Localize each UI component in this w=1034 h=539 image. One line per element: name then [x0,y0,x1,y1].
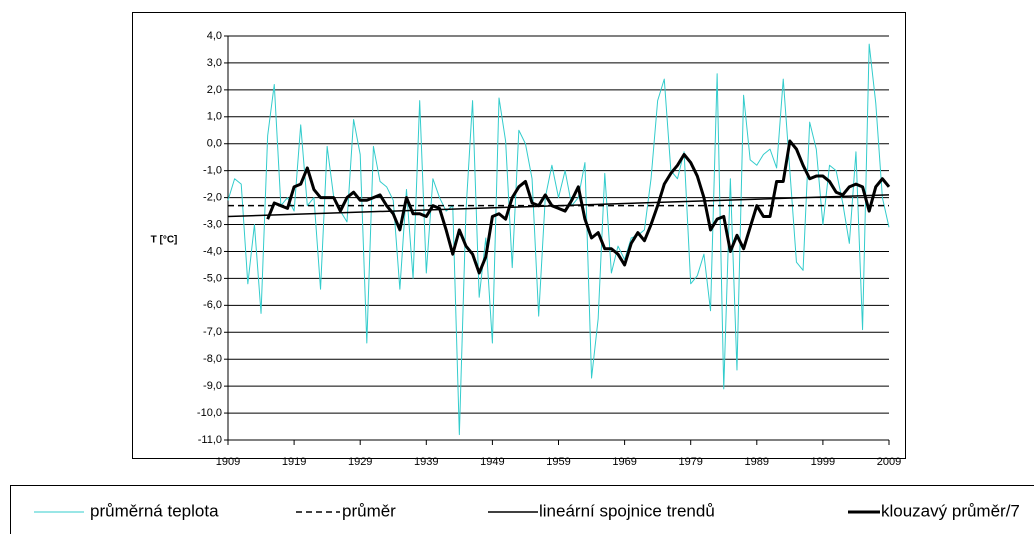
x-tick-label: 1969 [612,456,636,468]
y-tick-label: -11,0 [198,434,222,446]
x-tick-label: 1929 [348,456,372,468]
y-tick-label: -4,0 [203,245,222,257]
y-tick-label: -3,0 [203,218,222,230]
legend-label: lineární spojnice trendů [539,501,715,520]
legend-label: průměrná teplota [90,501,219,520]
y-tick-label: -1,0 [203,165,222,177]
y-tick-label: -5,0 [203,272,222,284]
y-tick-label: -2,0 [203,192,222,204]
x-tick-label: 1959 [546,456,570,468]
x-tick-label: 1939 [414,456,438,468]
legend-label: klouzavý průměr/7 [881,501,1020,520]
y-tick-label: 3,0 [207,57,222,69]
y-tick-label: 0,0 [207,138,222,150]
y-axis-label: T [°C] [151,235,178,246]
x-tick-label: 1919 [282,456,306,468]
y-tick-label: -9,0 [203,380,222,392]
y-tick-label: 4,0 [207,30,222,42]
x-tick-label: 1999 [811,456,835,468]
x-tick-label: 1949 [480,456,504,468]
y-tick-label: -7,0 [203,326,222,338]
y-tick-label: 2,0 [207,84,222,96]
y-tick-label: 1,0 [207,111,222,123]
x-tick-label: 1989 [745,456,769,468]
legend-label: průměr [342,501,396,520]
chart-frame [133,13,906,459]
y-tick-label: -8,0 [203,353,222,365]
y-tick-label: -6,0 [203,299,222,311]
x-tick-label: 2009 [877,456,901,468]
x-tick-label: 1979 [678,456,702,468]
y-tick-label: -10,0 [197,407,222,419]
x-tick-label: 1909 [216,456,240,468]
